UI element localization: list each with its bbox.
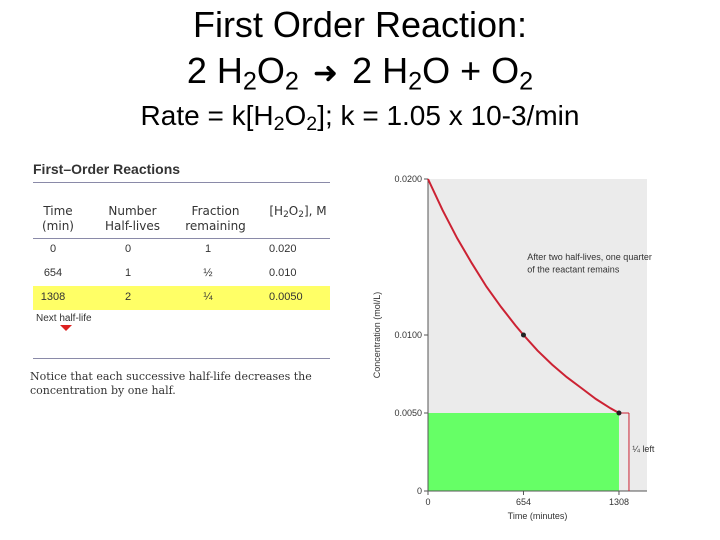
- eq-subscript: 2: [242, 67, 257, 96]
- y-axis-label: Concentration (mol/L): [372, 292, 382, 379]
- divider: [33, 182, 330, 183]
- right-arrow-icon: ➜: [312, 57, 339, 90]
- eq-part: O: [256, 50, 285, 91]
- cell-half-lives: 1: [124, 267, 132, 279]
- header-subscript: 2: [283, 209, 289, 220]
- eq-subscript: 2: [519, 67, 534, 96]
- half-life-point: [616, 410, 622, 416]
- y-tick-label: 0.0200: [394, 174, 422, 184]
- x-tick-label: 0: [425, 497, 430, 507]
- header-subscript: 2: [298, 209, 304, 220]
- cell-time: 0: [49, 243, 57, 255]
- down-triangle-icon: [60, 325, 72, 331]
- cell-fraction: ½: [203, 267, 213, 279]
- header-text: Fraction: [191, 204, 240, 218]
- header-text: [H: [269, 204, 284, 218]
- divider: [33, 238, 330, 239]
- half-life-point: [520, 332, 526, 338]
- remaining-region: [428, 413, 619, 491]
- reaction-equation: 2 H2O2 ➜ 2 H2O + O2: [0, 50, 720, 95]
- slide-title: First Order Reaction:: [192, 4, 528, 45]
- header-text: Half-lives: [104, 219, 160, 233]
- rate-subscript: 2: [306, 112, 318, 135]
- cell-time: 654: [43, 267, 63, 279]
- cell-concentration: 0.020: [269, 243, 297, 255]
- y-tick-label: 0.0100: [394, 330, 422, 340]
- cell-half-lives: 0: [124, 243, 132, 255]
- rate-subscript: 2: [273, 112, 285, 135]
- cell-concentration: 0.0050: [269, 291, 303, 303]
- header-time: Time (min): [33, 204, 83, 234]
- table-title: First–Order Reactions: [33, 161, 181, 177]
- header-fraction: Fraction remaining: [178, 204, 253, 234]
- header-text: (min): [42, 219, 74, 233]
- annotation: of the reactant remains: [527, 265, 620, 275]
- header-text: Time: [43, 204, 73, 218]
- next-half-life-label: Next half-life: [36, 313, 92, 324]
- rate-part: ]; k = 1.05 x 10-3/min: [317, 100, 580, 131]
- rate-part: Rate = k[H: [140, 100, 274, 131]
- notice-text: Notice that each successive half-life de…: [30, 370, 312, 397]
- header-text: Number: [108, 204, 157, 218]
- eq-part: 2 H: [352, 50, 409, 91]
- concentration-chart: 0 0.0050 0.0100 0.0200 0 654 1308 Time (minutes…: [372, 174, 655, 521]
- y-tick-label: 0: [417, 486, 422, 496]
- header-half-lives: Number Half-lives: [95, 204, 170, 234]
- cell-fraction: ¼: [203, 291, 213, 303]
- cell-time: 1308: [40, 291, 66, 303]
- x-tick-label: 1308: [609, 497, 629, 507]
- x-axis-label: Time (minutes): [508, 511, 568, 521]
- table-row-highlighted: 1308 2 ¼ 0.0050: [33, 286, 330, 310]
- eq-part: O + O: [422, 50, 520, 91]
- annotation: ¼ left: [632, 444, 655, 454]
- rate-part: O: [284, 100, 307, 131]
- y-tick-label: 0.0050: [394, 408, 422, 418]
- header-text: remaining: [185, 219, 246, 233]
- eq-subscript: 2: [408, 67, 423, 96]
- header-text: ], M: [303, 204, 327, 218]
- cell-half-lives: 2: [124, 291, 132, 303]
- table-row: 654 1 ½ 0.010: [33, 262, 330, 286]
- eq-subscript: 2: [284, 67, 299, 96]
- header-concentration: [H2O2], M: [258, 204, 338, 223]
- annotation: After two half-lives, one quarter: [527, 252, 652, 262]
- eq-part: 2 H: [186, 50, 243, 91]
- header-text: O: [288, 204, 299, 218]
- cell-concentration: 0.010: [269, 267, 297, 279]
- divider: [33, 358, 330, 359]
- cell-fraction: 1: [204, 243, 212, 255]
- table-row: 0 0 1 0.020: [33, 238, 330, 262]
- x-tick-label: 654: [516, 497, 531, 507]
- rate-law: Rate = k[H2O2]; k = 1.05 x 10-3/min: [0, 98, 720, 134]
